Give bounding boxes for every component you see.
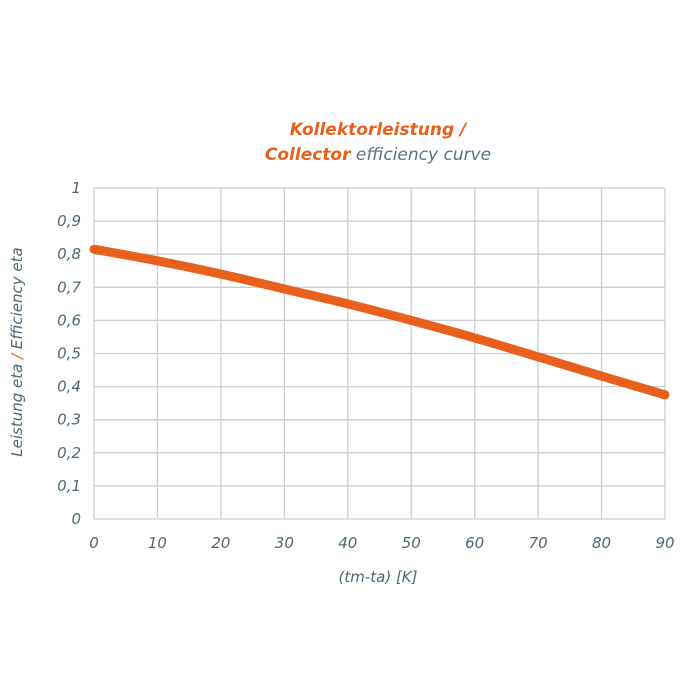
y-tick-label: 0,3 (57, 411, 81, 429)
y-tick-labels: 0 0,1 0,2 0,3 0,4 0,5 0,6 0,7 0,8 0,9 1 (57, 179, 81, 528)
x-tick-label: 70 (529, 534, 548, 552)
y-tick-label: 0,6 (57, 311, 81, 329)
x-tick-label: 30 (275, 534, 294, 552)
x-tick-label: 80 (592, 534, 611, 552)
y-tick-label: 0,2 (57, 444, 81, 462)
efficiency-curve-line (89, 244, 670, 400)
chart-title-bold: Collector (265, 145, 352, 165)
x-tick-label: 0 (89, 534, 99, 552)
x-tick-label: 20 (211, 534, 230, 552)
y-axis-label-part1: Leistung eta (8, 364, 26, 457)
y-tick-label: 1 (71, 179, 81, 197)
y-tick-label: 0,1 (57, 477, 81, 495)
x-tick-labels: 0 10 20 30 40 50 60 70 80 90 (89, 534, 674, 552)
y-tick-label: 0,7 (57, 278, 81, 296)
grid (93, 187, 666, 520)
y-tick-label: 0,9 (57, 212, 81, 230)
y-axis-label: Leistung eta / Efficiency eta (8, 247, 26, 456)
y-tick-label: 0,5 (57, 345, 81, 363)
chart-title-line1: Kollektorleistung / (290, 120, 468, 140)
y-tick-label: 0,8 (57, 245, 81, 263)
x-tick-label: 10 (148, 534, 167, 552)
chart-title-rest: efficiency curve (351, 145, 492, 165)
x-tick-label: 90 (655, 534, 674, 552)
chart-title-line2: Collector efficiency curve (265, 145, 491, 165)
y-tick-label: 0,4 (57, 378, 81, 396)
y-axis-label-sep: / (8, 349, 26, 364)
x-tick-label: 60 (465, 534, 484, 552)
y-tick-label: 0 (71, 510, 81, 528)
x-tick-label: 50 (402, 534, 421, 552)
x-tick-label: 40 (338, 534, 357, 552)
y-axis-label-part2: Efficiency eta (8, 247, 26, 349)
x-axis-label: (tm-ta) [K] (339, 568, 418, 586)
series-layer (89, 244, 670, 400)
